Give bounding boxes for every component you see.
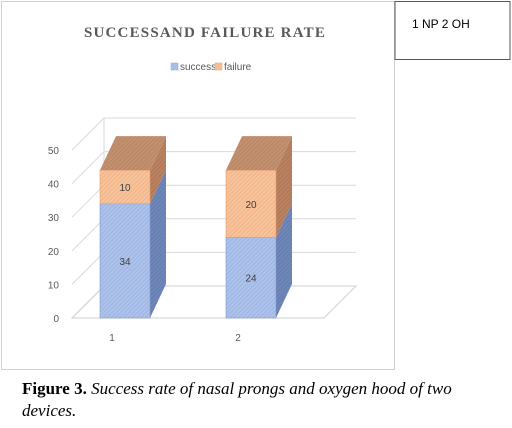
- data-label-failure: 10: [119, 183, 131, 194]
- bar-side-success: [276, 203, 292, 318]
- bar-success: [99, 203, 151, 319]
- legend-swatch-failure: [214, 62, 223, 71]
- annotation-box: [394, 1, 511, 60]
- bar-side-success: [150, 169, 166, 318]
- bar-side-failure: [150, 136, 166, 204]
- x-tick-label: 1: [109, 333, 115, 344]
- figure-label: Figure 3.: [22, 379, 87, 398]
- figure-caption-text: Success rate of nasal prongs and oxygen …: [22, 379, 452, 420]
- legend-swatch-success: [170, 62, 179, 71]
- y-tick-label: 50: [48, 146, 60, 157]
- data-label-failure: 20: [245, 200, 257, 211]
- gridline-side: [71, 184, 105, 218]
- data-label-success: 34: [119, 257, 131, 268]
- y-tick-label: 10: [48, 280, 60, 291]
- y-tick-label: 30: [48, 213, 60, 224]
- data-label-success: 24: [245, 274, 257, 285]
- y-tick-label: 0: [53, 314, 59, 325]
- chart-title: SUCCESSAND FAILURE RATE: [84, 25, 326, 41]
- gridline-side: [71, 252, 105, 285]
- x-tick-label: 2: [235, 333, 241, 344]
- legend: success failure: [170, 62, 252, 73]
- gridline-side: [71, 151, 105, 184]
- bar-side-failure: [276, 136, 292, 238]
- y-tick-label: 20: [48, 247, 60, 258]
- bar-top-failure: [226, 136, 292, 171]
- bar-success: [225, 237, 277, 319]
- chart-border: [1, 1, 395, 370]
- gridline-side: [71, 117, 105, 151]
- annotation-text: 1 NP 2 OH: [412, 17, 470, 31]
- gridline-side: [71, 218, 105, 252]
- legend-label-failure: failure: [224, 62, 252, 73]
- bar-top-failure: [100, 136, 166, 171]
- y-axis-ticks: 0 10 20 30 40 50: [48, 146, 60, 325]
- y-tick-label: 40: [48, 180, 60, 191]
- bar-failure: [225, 169, 277, 238]
- bars: 34 10 24 20: [99, 136, 292, 319]
- chart-area: 1 NP 2 OH SUCCESSAND FAILURE RATE succes…: [1, 1, 511, 370]
- legend-label-success: success: [180, 62, 216, 73]
- figure-caption: Figure 3. Success rate of nasal prongs a…: [22, 378, 502, 422]
- stacked-bar-chart: 1 NP 2 OH SUCCESSAND FAILURE RATE succes…: [1, 1, 511, 370]
